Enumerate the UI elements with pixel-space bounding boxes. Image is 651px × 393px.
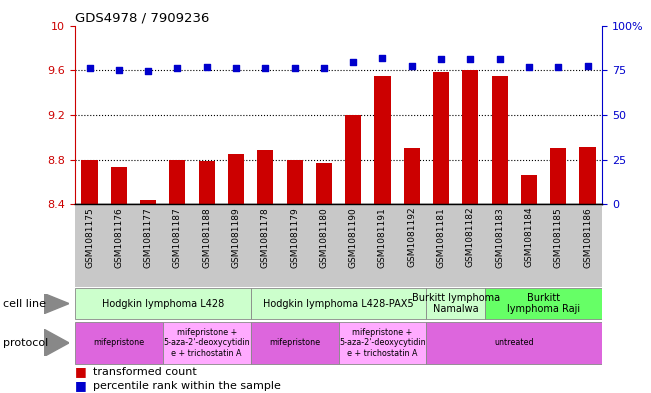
Text: GSM1081184: GSM1081184 (525, 207, 533, 268)
Bar (251, 204, 280, 287)
Text: mifepristone: mifepristone (93, 338, 145, 347)
Text: Burkitt lymphoma
Namalwa: Burkitt lymphoma Namalwa (411, 293, 500, 314)
Point (143, 68, 154, 74)
Text: cell line: cell line (3, 299, 46, 309)
Bar (316, 163, 332, 204)
Bar (339, 204, 368, 287)
Bar (368, 204, 397, 287)
Bar (345, 115, 361, 204)
Text: GSM1081187: GSM1081187 (173, 207, 182, 268)
Text: percentile rank within the sample: percentile rank within the sample (93, 381, 281, 391)
Bar (426, 321, 602, 364)
Text: mifepristone +
5-aza-2'-deoxycytidin
e + trichostatin A: mifepristone + 5-aza-2'-deoxycytidin e +… (339, 328, 426, 358)
Point (319, 64, 329, 71)
Text: Hodgkin lymphoma L428: Hodgkin lymphoma L428 (102, 299, 224, 309)
Text: Hodgkin lymphoma L428-PAX5: Hodgkin lymphoma L428-PAX5 (263, 299, 414, 309)
Bar (104, 204, 133, 287)
Bar (75, 288, 251, 319)
Point (289, 64, 299, 71)
Bar (579, 147, 596, 204)
Point (85, 64, 95, 71)
Point (348, 59, 358, 65)
Bar (169, 160, 186, 204)
Bar (228, 154, 244, 204)
Text: transformed count: transformed count (93, 367, 197, 377)
Bar (192, 204, 221, 287)
Bar (280, 204, 309, 287)
Bar (133, 204, 163, 287)
Bar (404, 149, 420, 204)
Bar (81, 160, 98, 204)
Text: protocol: protocol (3, 338, 49, 348)
Point (495, 55, 505, 62)
Bar (75, 204, 104, 287)
Polygon shape (44, 294, 69, 314)
Text: GSM1081179: GSM1081179 (290, 207, 299, 268)
Bar (339, 321, 426, 364)
Bar (573, 204, 602, 287)
Bar (544, 204, 573, 287)
Bar (426, 288, 485, 319)
Point (173, 64, 183, 71)
Bar (397, 204, 426, 287)
Point (260, 64, 271, 71)
Point (436, 55, 447, 62)
Bar (485, 204, 514, 287)
Text: GSM1081188: GSM1081188 (202, 207, 211, 268)
Text: GSM1081177: GSM1081177 (144, 207, 152, 268)
Text: GSM1081191: GSM1081191 (378, 207, 387, 268)
Bar (514, 204, 544, 287)
Text: GSM1081189: GSM1081189 (232, 207, 240, 268)
Point (583, 62, 593, 69)
Text: ■: ■ (75, 365, 87, 378)
Bar (75, 321, 163, 364)
Text: ■: ■ (75, 379, 87, 393)
Bar (199, 161, 215, 204)
Text: GSM1081192: GSM1081192 (408, 207, 416, 268)
Point (202, 64, 212, 70)
Point (231, 64, 242, 71)
Bar (163, 204, 192, 287)
Text: GSM1081180: GSM1081180 (320, 207, 328, 268)
Text: GSM1081183: GSM1081183 (495, 207, 504, 268)
Text: GSM1081186: GSM1081186 (583, 207, 592, 268)
Bar (251, 288, 426, 319)
Point (378, 55, 388, 61)
Bar (521, 175, 537, 204)
Text: GSM1081182: GSM1081182 (466, 207, 475, 268)
Bar (309, 204, 339, 287)
Bar (485, 288, 602, 319)
Text: GDS4978 / 7909236: GDS4978 / 7909236 (75, 11, 209, 24)
Polygon shape (44, 329, 69, 356)
Bar (433, 72, 449, 204)
Text: GSM1081175: GSM1081175 (85, 207, 94, 268)
Point (553, 64, 564, 70)
Text: GSM1081176: GSM1081176 (115, 207, 123, 268)
Text: mifepristone: mifepristone (269, 338, 320, 347)
Bar (286, 160, 303, 204)
Text: GSM1081181: GSM1081181 (437, 207, 445, 268)
Point (523, 64, 534, 70)
Point (406, 62, 417, 69)
Bar (221, 204, 251, 287)
Point (465, 55, 476, 62)
Bar (140, 200, 156, 204)
Point (114, 67, 124, 73)
Bar (374, 76, 391, 204)
Bar (257, 150, 273, 204)
Bar (462, 70, 478, 204)
Text: GSM1081190: GSM1081190 (349, 207, 357, 268)
Bar (456, 204, 485, 287)
Text: GSM1081185: GSM1081185 (554, 207, 562, 268)
Bar (111, 167, 127, 204)
Bar (163, 321, 251, 364)
Bar (492, 76, 508, 204)
Text: GSM1081178: GSM1081178 (261, 207, 270, 268)
Text: untreated: untreated (495, 338, 534, 347)
Bar (426, 204, 456, 287)
Text: mifepristone +
5-aza-2'-deoxycytidin
e + trichostatin A: mifepristone + 5-aza-2'-deoxycytidin e +… (163, 328, 250, 358)
Bar (251, 321, 339, 364)
Text: Burkitt
lymphoma Raji: Burkitt lymphoma Raji (507, 293, 580, 314)
Bar (550, 149, 566, 204)
